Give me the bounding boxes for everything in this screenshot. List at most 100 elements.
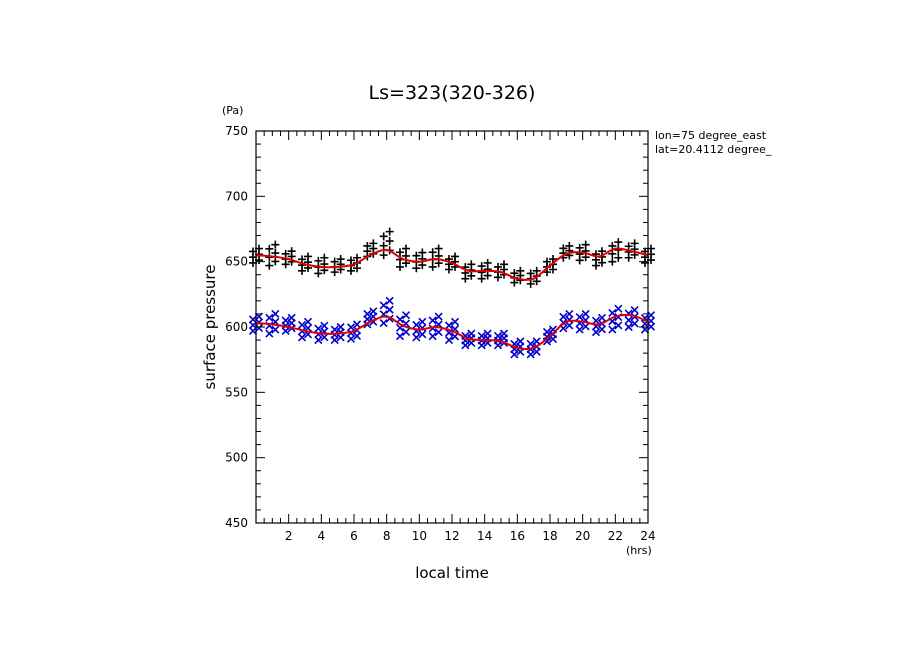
- cross-marker: [493, 331, 503, 340]
- plus-marker: [379, 232, 388, 241]
- plus-marker: [304, 252, 312, 261]
- plus-marker: [614, 245, 623, 254]
- cross-marker: [330, 325, 339, 334]
- plus-marker: [614, 238, 623, 247]
- plus-marker: [624, 242, 633, 251]
- cross-marker: [477, 331, 486, 340]
- x-tick-label: 20: [575, 529, 590, 543]
- plus-marker: [428, 262, 437, 271]
- cross-marker: [385, 296, 394, 305]
- cross-marker: [320, 321, 329, 330]
- plus-marker: [494, 262, 502, 271]
- x-tick-label: 18: [542, 529, 557, 543]
- cross-marker: [287, 313, 296, 322]
- plus-marker: [581, 240, 590, 249]
- cross-marker: [646, 311, 656, 320]
- y-tick-label: 450: [225, 516, 248, 530]
- plus-marker: [281, 249, 290, 258]
- cross-marker: [434, 312, 443, 321]
- longitude-annotation: lon=75 degree_east: [655, 129, 767, 142]
- plus-marker: [363, 241, 372, 250]
- plus-marker: [565, 241, 574, 250]
- plus-marker: [271, 240, 280, 249]
- cross-marker: [608, 308, 617, 317]
- plus-marker: [353, 253, 361, 262]
- cross-marker: [314, 324, 323, 333]
- plus-marker: [467, 260, 476, 269]
- plus-marker: [298, 255, 306, 264]
- plus-marker: [330, 257, 339, 266]
- latitude-annotation: lat=20.4112 degree_: [655, 143, 772, 156]
- plus-marker: [320, 253, 329, 262]
- plus-marker: [614, 253, 623, 262]
- plus-marker: [379, 241, 388, 250]
- x-tick-label: 4: [318, 529, 326, 543]
- chart-title: Ls=323(320-326): [369, 82, 536, 104]
- plus-marker: [500, 260, 508, 269]
- x-tick-label: 8: [383, 529, 391, 543]
- cross-marker: [428, 332, 437, 341]
- cross-marker: [363, 309, 372, 318]
- cross-marker: [597, 313, 607, 322]
- cross-marker: [444, 336, 454, 345]
- x-tick-label: 6: [350, 529, 358, 543]
- plus-marker: [451, 252, 459, 261]
- cross-marker: [624, 316, 633, 325]
- plus-marker: [516, 266, 525, 275]
- plus-marker: [385, 227, 394, 236]
- x-tick-label: 12: [444, 529, 459, 543]
- plus-marker: [271, 249, 280, 258]
- plus-marker: [385, 237, 394, 246]
- cross-marker: [575, 313, 584, 322]
- fit-lines: [255, 247, 649, 351]
- cross-marker: [271, 309, 280, 318]
- cross-marker: [265, 313, 274, 322]
- plus-marker: [598, 247, 606, 256]
- plus-marker: [575, 243, 584, 252]
- y-tick-label: 600: [225, 320, 248, 334]
- cross-marker: [516, 337, 525, 346]
- plus-marker: [630, 239, 639, 248]
- cross-marker: [412, 333, 421, 342]
- x-tick-label: 14: [477, 529, 492, 543]
- plus-marker: [559, 244, 568, 253]
- x-axis-label: local time: [415, 564, 489, 582]
- cross-marker: [614, 321, 623, 330]
- plus-marker: [314, 256, 323, 265]
- cross-marker: [542, 327, 552, 337]
- cross-marker: [401, 327, 411, 337]
- x-tick-label: 22: [608, 529, 623, 543]
- plus-marker: [369, 239, 378, 248]
- cross-marker: [630, 319, 639, 328]
- plus-marker: [428, 248, 437, 257]
- y-tick-label: 650: [225, 255, 248, 269]
- cross-marker: [559, 312, 568, 321]
- plus-marker: [526, 269, 535, 278]
- cross-marker: [379, 319, 388, 328]
- plus-marker: [434, 259, 443, 268]
- plus-marker: [510, 269, 519, 278]
- cross-marker: [575, 325, 584, 334]
- x-unit-label: (hrs): [626, 544, 652, 557]
- cross-marker: [467, 329, 476, 338]
- cross-marker: [591, 316, 601, 325]
- plus-marker: [608, 257, 617, 266]
- cross-marker: [336, 322, 345, 332]
- x-tick-label: 10: [412, 529, 427, 543]
- cross-marker: [297, 333, 307, 342]
- cross-marker: [418, 330, 427, 339]
- cross-marker: [248, 315, 258, 324]
- cross-marker: [271, 325, 280, 334]
- plus-marker: [402, 251, 410, 260]
- cross-marker: [346, 323, 356, 332]
- cross-marker: [630, 305, 639, 315]
- cross-marker: [532, 337, 541, 346]
- cross-marker: [608, 325, 617, 334]
- plot-marks: [248, 227, 656, 359]
- y-tick-label: 550: [225, 385, 248, 399]
- cross-marker: [483, 329, 492, 338]
- y-axis-label: surface pressure: [201, 265, 219, 390]
- plus-marker: [543, 257, 551, 266]
- plus-marker: [549, 255, 557, 264]
